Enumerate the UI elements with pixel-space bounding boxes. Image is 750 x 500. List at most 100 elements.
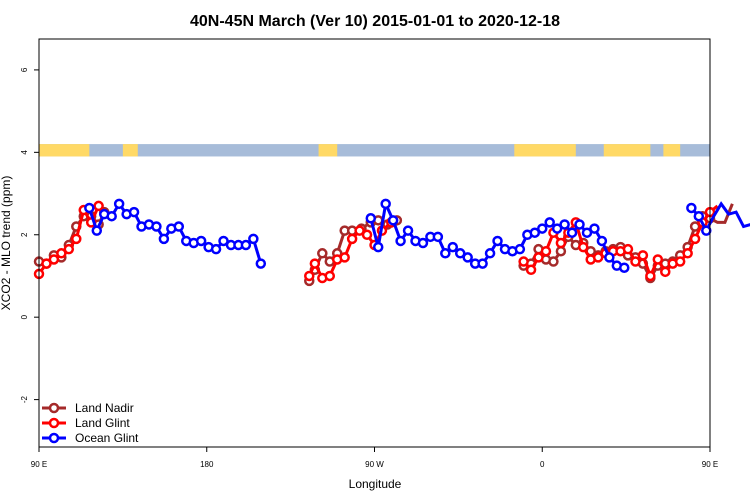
data-point — [440, 248, 451, 259]
data-point — [173, 221, 185, 232]
data-point — [255, 258, 267, 269]
data-point — [537, 223, 548, 234]
legend-marker — [48, 402, 60, 414]
data-point — [63, 243, 75, 255]
data-point — [689, 233, 701, 245]
data-point — [581, 227, 593, 238]
data-point — [693, 210, 705, 222]
data-point — [454, 248, 466, 259]
data-point — [402, 225, 414, 236]
data-point — [317, 248, 328, 259]
data-point — [555, 237, 567, 249]
data-point — [660, 266, 671, 278]
data-point — [210, 243, 222, 255]
data-point — [589, 223, 600, 234]
data-point — [71, 233, 82, 245]
data-point — [701, 225, 712, 236]
land-band-segment — [603, 144, 651, 157]
data-point — [151, 221, 162, 232]
data-point — [380, 198, 391, 210]
data-point — [158, 233, 170, 245]
data-point — [372, 241, 384, 253]
land-ocean-band — [39, 144, 710, 157]
x-tick-label: 90 E — [702, 460, 718, 469]
data-point — [578, 241, 589, 253]
series-ocean-glint — [84, 198, 750, 273]
data-point — [218, 235, 229, 247]
data-point — [559, 219, 570, 230]
x-tick-label: 90 W — [365, 460, 384, 469]
legend-label: Ocean Glint — [75, 431, 139, 445]
y-axis: -2 0 2 4 6 — [20, 67, 39, 403]
data-point — [417, 237, 429, 249]
x-tick-label: 90 E — [31, 460, 47, 469]
data-point — [309, 258, 321, 269]
data-point — [48, 254, 60, 265]
data-point — [574, 219, 585, 230]
series-land-glint — [33, 200, 719, 284]
data-point — [540, 245, 552, 257]
legend-item: Land Nadir — [42, 401, 134, 415]
data-point — [106, 210, 117, 222]
data-point — [645, 270, 656, 282]
data-point — [346, 233, 358, 245]
y-tick-label: -2 — [20, 396, 29, 404]
data-point — [544, 217, 555, 228]
legend-label: Land Glint — [75, 416, 130, 430]
x-axis: 90 E 180 90 W 0 90 E — [31, 447, 718, 469]
data-point — [514, 243, 526, 255]
data-point — [128, 206, 140, 218]
data-point — [622, 243, 634, 255]
legend-marker — [48, 417, 60, 429]
data-point — [484, 248, 496, 259]
y-tick-label: 6 — [20, 67, 29, 72]
data-point — [674, 256, 686, 267]
data-point — [630, 256, 641, 267]
data-point — [195, 235, 207, 247]
data-point — [652, 254, 664, 265]
data-point — [339, 252, 350, 263]
data-point — [551, 223, 563, 234]
data-point — [592, 252, 604, 263]
data-point — [529, 227, 541, 238]
data-point — [525, 264, 537, 276]
data-point — [387, 215, 399, 226]
data-point — [686, 202, 697, 214]
data-point — [240, 239, 252, 251]
legend-item: Land Glint — [42, 416, 130, 430]
data-point — [619, 262, 630, 273]
data-point — [354, 225, 365, 236]
data-point — [447, 241, 459, 253]
x-tick-label: 0 — [540, 460, 545, 469]
legend-marker — [48, 432, 60, 444]
data-point — [492, 235, 503, 247]
data-point — [365, 213, 377, 224]
series-layer — [33, 198, 750, 287]
data-point — [596, 235, 608, 247]
data-point — [248, 233, 259, 245]
y-tick-label: 2 — [20, 232, 29, 237]
data-point — [395, 235, 406, 247]
data-point — [682, 248, 693, 259]
land-band-segment — [122, 144, 138, 157]
chart-title: 40N-45N March (Ver 10) 2015-01-01 to 202… — [190, 13, 560, 30]
x-axis-label: Longitude — [349, 477, 402, 491]
data-point — [477, 258, 488, 269]
land-band-segment — [318, 144, 338, 157]
data-point — [93, 200, 104, 212]
data-point — [304, 270, 315, 282]
y-tick-label: 4 — [20, 150, 29, 155]
data-point — [637, 250, 649, 261]
data-point — [324, 270, 336, 282]
y-tick-label: 0 — [20, 314, 29, 319]
data-point — [555, 245, 567, 257]
data-point — [113, 198, 125, 210]
legend-label: Land Nadir — [75, 401, 134, 415]
data-point — [533, 252, 544, 263]
data-point — [432, 231, 444, 243]
y-axis-label: XCO2 - MLO trend (ppm) — [0, 176, 13, 311]
data-point — [361, 229, 373, 241]
data-point — [84, 202, 95, 214]
data-point — [604, 252, 615, 263]
